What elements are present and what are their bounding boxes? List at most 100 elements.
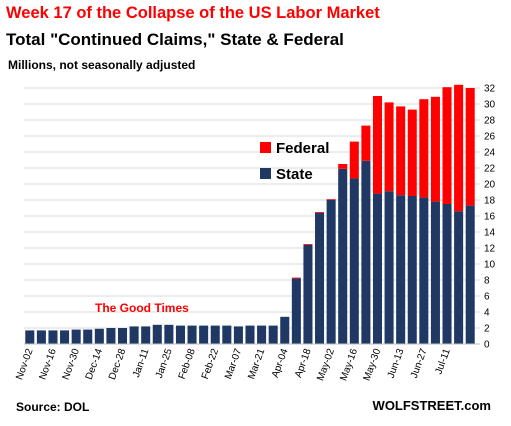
bar-state [222,325,232,344]
y-tick-label: 10 [484,260,496,271]
x-tick-label: Apr-18 [293,347,314,379]
bar-state [430,201,440,344]
bar-state [83,329,93,344]
y-tick-label: 0 [484,340,490,351]
bar-state [199,325,209,344]
bar-federal [384,102,394,192]
legend-federal-label: Federal [276,140,329,157]
bar-state [25,330,35,344]
bar-federal [315,212,325,213]
bar-federal [326,199,336,200]
x-tick-label: May-16 [338,347,360,383]
bar-state [361,160,371,344]
x-tick-label: Jun-13 [386,347,407,380]
bar-federal [291,277,301,279]
legend-state-swatch [260,168,271,179]
legend: Federal State [260,140,329,183]
bar-state [291,278,301,344]
bar-state [129,326,139,344]
x-tick-label: Nov-02 [14,347,36,381]
bar-state [164,324,174,344]
bar-state [326,200,336,344]
annotation-good-times: The Good Times [95,301,189,315]
x-tick-label: Nov-30 [61,347,83,381]
bar-federal [338,164,348,169]
bar-state [106,328,116,344]
x-tick-label: Dec-14 [84,347,106,381]
x-tick-label: Nov-16 [37,347,59,381]
x-tick-label: Feb-08 [177,347,198,381]
bar-state [210,325,220,344]
bar-state [175,325,185,344]
bar-state [141,326,151,344]
bar-state [257,325,267,344]
bar-federal [349,141,359,179]
x-tick-label: Dec-28 [107,347,129,381]
bar-federal [303,244,313,245]
bar-federal [442,87,452,204]
bar-state [338,168,348,344]
chart-subtitle: Total "Continued Claims," State & Federa… [6,30,344,49]
bar-state [36,330,46,344]
bar-state [187,325,197,344]
x-tick-label: Mar-21 [246,347,267,381]
legend-state-label: State [276,166,313,183]
bar-state [280,316,290,344]
bar-federal [465,88,475,206]
bar-state [454,211,464,344]
bar-state [384,191,394,344]
bar-state [372,193,383,344]
y-tick-label: 16 [484,212,496,223]
bar-state [268,325,278,344]
bar-state [303,244,313,344]
chart-units: Millions, not seasonally adjusted [8,58,196,72]
bar-state [442,204,452,344]
y-tick-label: 22 [484,164,496,175]
y-tick-label: 28 [484,116,496,127]
y-tick-label: 30 [484,100,496,111]
bar-state [117,328,128,344]
x-tick-label: Jun-27 [409,347,430,380]
bar-state [396,195,406,344]
x-tick-label: Jan-11 [131,347,152,379]
bar-state [349,178,359,344]
bar-state [465,205,475,344]
x-tick-label: Jul-11 [433,347,453,376]
y-tick-label: 6 [484,292,490,303]
chart-title: Week 17 of the Collapse of the US Labor … [6,4,380,22]
bar-federal [454,84,464,212]
bar-federal [419,99,429,198]
x-tick-label: Feb-22 [200,347,221,381]
bar-federal [430,96,440,202]
y-tick-label: 32 [484,84,496,95]
source-note: Source: DOL [16,400,90,414]
bar-state [48,330,58,344]
x-tick-label: May-02 [315,347,337,383]
y-tick-label: 24 [484,148,496,159]
x-axis-ticks: Nov-02 Nov-16 Nov-30 Dec-14 Dec-28 Jan-11 Jan-… [14,347,453,383]
bar-state [245,325,255,344]
x-tick-label: May-30 [362,347,384,383]
legend-federal-swatch [260,142,271,153]
brand-watermark: WOLFSTREET.com [372,398,491,413]
y-tick-label: 4 [484,308,490,319]
x-tick-label: Mar-07 [223,347,244,381]
bar-federal [396,106,406,196]
bar-federal [372,96,383,194]
x-tick-label: Apr-04 [270,347,291,379]
bar-state [419,197,429,344]
bar-state [407,196,417,344]
y-tick-label: 20 [484,180,496,191]
bar-state [315,212,325,344]
y-tick-label: 18 [484,196,496,207]
x-tick-label: Jan-25 [154,347,175,380]
y-tick-label: 8 [484,276,490,287]
y-tick-label: 14 [484,228,496,239]
y-tick-label: 2 [484,324,490,335]
bar-state [152,324,162,344]
y-tick-label: 26 [484,132,496,143]
bar-federal [361,125,371,161]
bars [25,84,475,344]
